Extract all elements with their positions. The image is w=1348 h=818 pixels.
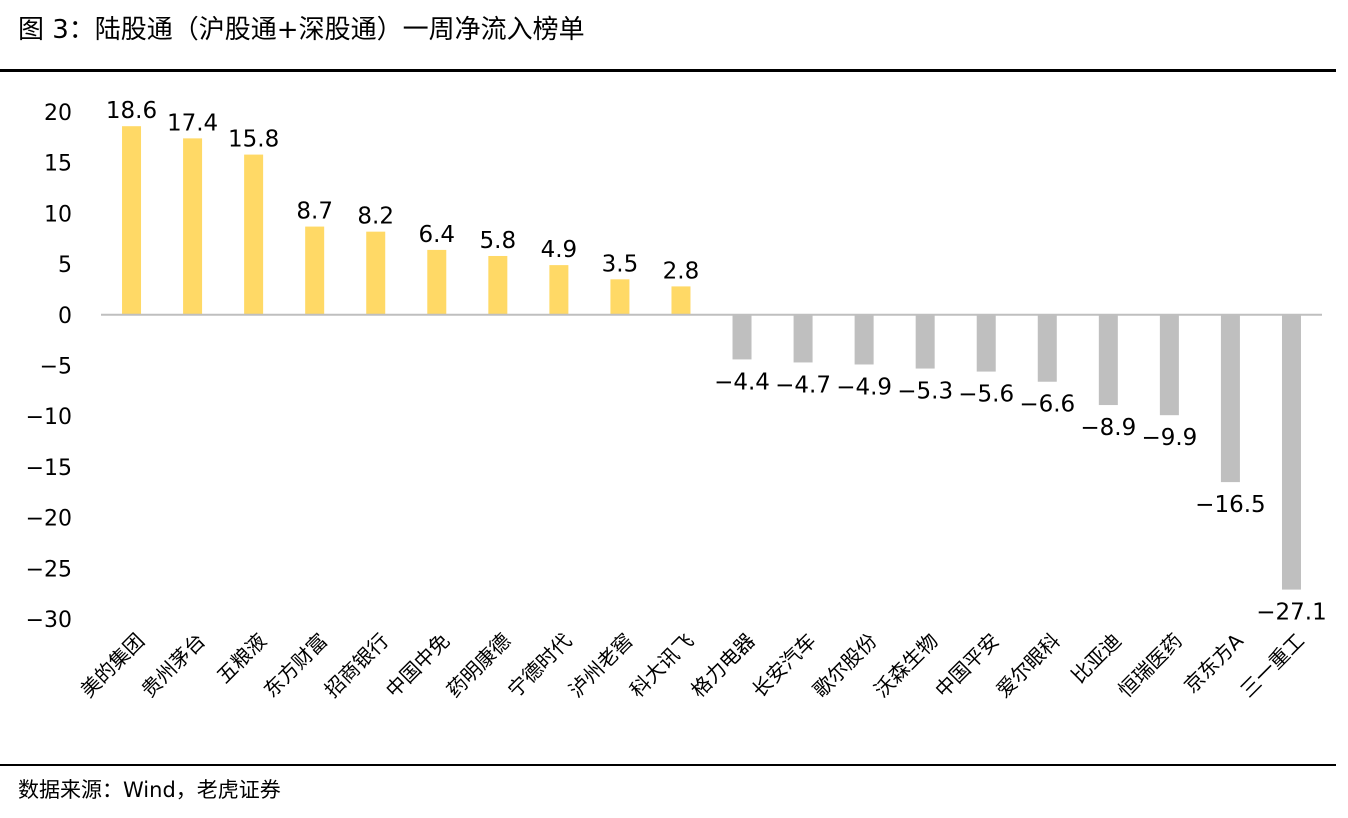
data-label: −5.6 <box>958 382 1014 408</box>
y-tick-label: −30 <box>26 608 72 633</box>
bar <box>183 138 203 315</box>
bar <box>1159 314 1179 416</box>
data-label: 6.4 <box>418 222 455 248</box>
category-label: 三一重工 <box>1235 629 1309 703</box>
data-label: 5.8 <box>480 228 517 254</box>
data-labels: 18.6 17.415.88.7 8.26.4 5.8 4.93.5 2.8−4.4 −4.… <box>106 98 1327 625</box>
bar <box>915 314 935 369</box>
category-label: 格力电器 <box>686 629 760 703</box>
data-label: −4.4 <box>714 369 770 395</box>
data-label: −4.7 <box>775 372 831 398</box>
bar <box>793 314 813 363</box>
data-label: 8.2 <box>357 204 394 230</box>
bar <box>244 154 264 315</box>
category-label: 东方财富 <box>259 629 333 703</box>
data-label: 18.6 <box>106 98 157 124</box>
y-tick-label: −10 <box>26 405 72 430</box>
data-label: −6.6 <box>1019 392 1075 418</box>
y-tick-label: 5 <box>58 253 72 278</box>
bar <box>976 314 996 372</box>
y-tick-label: 15 <box>44 152 72 177</box>
bar <box>1098 314 1118 406</box>
source-note: 数据来源：Wind，老虎证券 <box>18 778 281 802</box>
data-label: −9.9 <box>1141 425 1197 451</box>
category-label: 爱尔眼科 <box>991 629 1065 703</box>
bottom-rule <box>0 764 1336 766</box>
category-label: 宁德时代 <box>503 629 577 703</box>
bar <box>488 255 508 315</box>
bar <box>366 231 386 315</box>
y-tick-label: −15 <box>26 456 72 481</box>
bar <box>1037 314 1057 382</box>
data-label: −8.9 <box>1080 415 1136 441</box>
page-title: 图 3：陆股通（沪股通+深股通）一周净流入榜单 <box>18 15 585 45</box>
y-tick-label: 20 <box>44 101 72 126</box>
category-label: 比亚迪 <box>1066 629 1125 688</box>
y-tick-label: −25 <box>26 557 72 582</box>
category-label: 恒瑞医药 <box>1113 629 1187 703</box>
category-label: 沃森生物 <box>869 629 943 703</box>
category-label: 长安汽车 <box>747 629 821 703</box>
category-label: 五粮液 <box>212 629 271 688</box>
top-rule <box>0 69 1336 72</box>
y-axis-ticks: 20 15 10 5 0 −5 −10 −15 −20 −25 −30 <box>26 101 72 633</box>
bars <box>122 126 1301 590</box>
data-label: −16.5 <box>1195 492 1265 518</box>
bar <box>427 249 447 315</box>
category-label: 药明康德 <box>442 629 516 703</box>
y-tick-label: 0 <box>58 304 72 329</box>
bar <box>1281 314 1301 590</box>
bar <box>549 265 569 315</box>
bar <box>671 286 691 315</box>
category-label: 泸州老窖 <box>564 629 638 703</box>
bar <box>732 314 752 360</box>
data-label: 17.4 <box>167 110 218 136</box>
bar <box>305 226 325 315</box>
category-label: 贵州茅台 <box>137 629 211 703</box>
bar <box>1220 314 1240 483</box>
bar <box>610 279 630 315</box>
category-label: 歌尔股份 <box>808 629 882 703</box>
data-label: 2.8 <box>663 258 700 284</box>
category-label: 科大讯飞 <box>625 629 699 703</box>
y-tick-label: −20 <box>26 507 72 532</box>
y-tick-label: −5 <box>40 355 72 380</box>
bar-chart: 20 15 10 5 0 −5 −10 −15 −20 −25 −30 18.6 17.4 15.8 8.… <box>26 98 1327 702</box>
data-label: −5.3 <box>897 379 953 405</box>
data-label: 15.8 <box>228 127 279 153</box>
data-label: 3.5 <box>602 251 639 277</box>
category-label: 中国中免 <box>381 629 455 703</box>
data-label: −27.1 <box>1256 600 1326 626</box>
data-label: 4.9 <box>541 237 578 263</box>
data-label: 8.7 <box>296 199 333 225</box>
y-tick-label: 10 <box>44 202 72 227</box>
category-label: 招商银行 <box>320 629 394 703</box>
category-label: 美的集团 <box>76 629 150 703</box>
data-label: −4.9 <box>836 374 892 400</box>
bar <box>122 126 142 315</box>
category-label: 中国平安 <box>930 629 1004 703</box>
bar <box>854 314 874 365</box>
